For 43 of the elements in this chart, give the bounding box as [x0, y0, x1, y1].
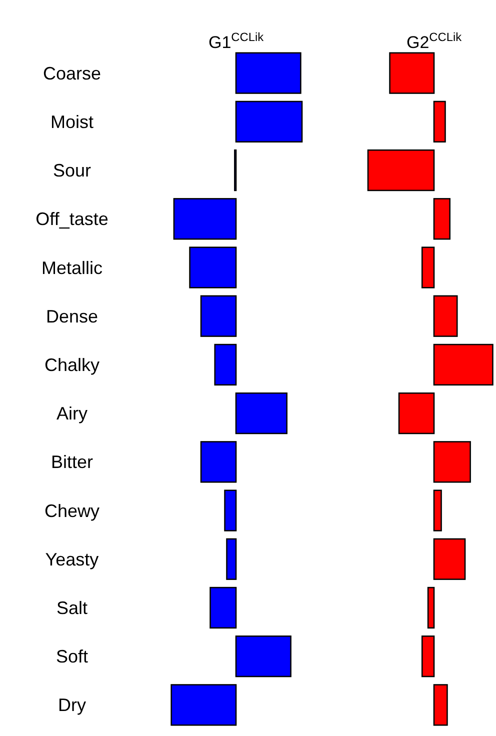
- bar: [427, 586, 435, 629]
- y-tick-label: Yeasty: [45, 549, 99, 570]
- y-tick-label: Chewy: [44, 500, 100, 521]
- bar: [433, 490, 442, 532]
- bar: [421, 246, 435, 288]
- y-tick-label: Sour: [52, 160, 92, 181]
- y-tick-label: Bitter: [50, 452, 94, 472]
- bar: [210, 586, 237, 629]
- bar: [235, 392, 288, 434]
- bar: [433, 344, 494, 386]
- bar: [173, 198, 237, 240]
- bar: [389, 52, 435, 94]
- y-tick-label: Metallic: [41, 258, 103, 278]
- bar: [235, 52, 302, 94]
- y-tick-label: Airy: [56, 404, 88, 424]
- bar: [421, 636, 435, 678]
- bar: [433, 684, 448, 726]
- chart-title: G2$^{CCLik}$: [406, 30, 462, 52]
- bar: [398, 392, 435, 434]
- bar: [214, 344, 237, 386]
- y-tick-label: Dense: [46, 306, 98, 326]
- bar: [433, 538, 466, 580]
- y-tick-label: Moist: [50, 112, 94, 132]
- y-tick-label: Off_taste: [36, 209, 108, 230]
- bar: [433, 441, 471, 483]
- bar: [235, 636, 292, 678]
- bar: [189, 246, 237, 288]
- y-tick-label: Salt: [56, 598, 88, 618]
- bar: [235, 100, 303, 142]
- y-tick-label: Chalky: [44, 354, 100, 375]
- bar: [200, 295, 237, 337]
- bar: [170, 684, 237, 726]
- bar: [200, 441, 237, 483]
- bar: [367, 149, 435, 192]
- bar: [224, 490, 237, 532]
- y-tick-label: Dry: [58, 695, 86, 716]
- y-tick-label: Soft: [56, 646, 88, 667]
- chart-title: G1$^{CCLik}$: [208, 30, 264, 52]
- y-tick-label: Coarse: [42, 63, 102, 84]
- bar: [433, 100, 446, 142]
- bar: [433, 295, 458, 337]
- bar: [226, 538, 237, 580]
- bar: [433, 198, 450, 240]
